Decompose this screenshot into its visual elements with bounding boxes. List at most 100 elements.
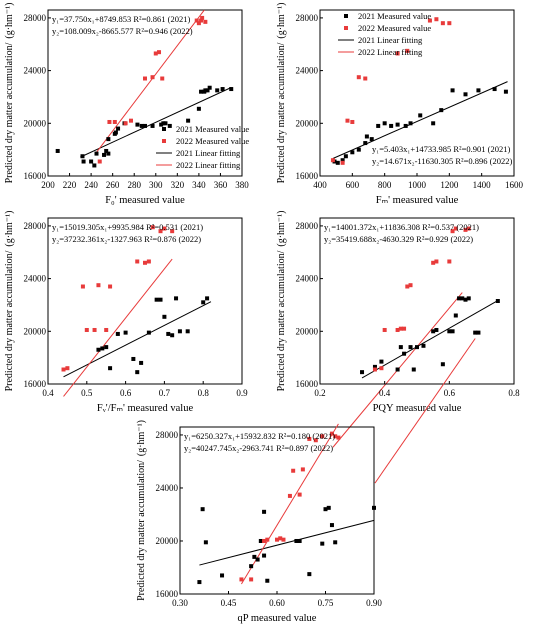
fit-equation: y₂=37232.361x₂-1327.963 R²=0.876 (2022) (52, 234, 201, 244)
y-axis-label-text: Predicted dry matter accumulation/ (276, 250, 287, 391)
data-point-2021 (108, 366, 113, 371)
y-tick-label: 24000 (24, 66, 47, 76)
data-point-2021 (294, 538, 299, 543)
data-point-2022 (262, 538, 267, 543)
data-point-2022 (265, 537, 270, 542)
y-axis-unit: (g·hm⁻¹) (276, 211, 287, 247)
data-point-2021 (364, 134, 369, 139)
data-point-2021 (431, 121, 436, 126)
data-point-2021 (320, 541, 325, 546)
fit-line-2022 (96, 9, 205, 153)
y-tick-label: 20000 (156, 536, 179, 546)
x-tick-label: 240 (84, 180, 98, 190)
data-point-2022 (287, 493, 292, 498)
data-point-2022 (146, 259, 151, 264)
data-point-2022 (135, 259, 140, 264)
data-point-2021 (215, 88, 220, 93)
data-point-2021 (343, 154, 348, 159)
data-point-2021 (463, 92, 468, 97)
data-point-2022 (313, 438, 318, 443)
chart-panel: 0.2 0.4 0.6 0.8 16000 20000 24000 28000 PQY meas… (276, 211, 520, 484)
data-point-2021 (170, 333, 175, 338)
plot-frame (47, 9, 243, 177)
x-tick-label: 0.4 (379, 388, 391, 398)
data-point-2021 (94, 151, 99, 156)
y-axis-label: Predicted dry matter accumulation/ (g·hm⁻… (4, 3, 15, 184)
data-point-2022 (402, 326, 407, 331)
data-point-2021 (473, 330, 478, 335)
y-axis-label: Predicted dry matter accumulation/ (g·hm⁻… (276, 211, 287, 392)
data-point-2021 (340, 158, 345, 163)
data-point-2021 (360, 370, 365, 375)
y-axis-label-text: Predicted dry matter accumulation/ (4, 250, 15, 391)
y-axis-label: Predicted dry matter accumulation/ (g·hm⁻… (276, 3, 287, 184)
y-tick-label: 16000 (296, 171, 319, 181)
data-point-2022 (300, 467, 305, 472)
data-point-2021 (350, 150, 355, 155)
data-point-2022 (379, 366, 384, 371)
data-point-2021 (220, 573, 225, 578)
x-tick-label: 260 (106, 180, 120, 190)
data-point-2022 (61, 367, 66, 372)
data-point-2021 (205, 88, 210, 93)
data-point-2022 (329, 431, 334, 436)
y-axis-unit: (g·hm⁻¹) (4, 211, 15, 247)
data-point-2021 (89, 159, 94, 164)
data-point-2022 (160, 76, 165, 81)
data-point-2021 (492, 87, 497, 92)
data-point-2021 (80, 154, 85, 159)
data-point-2021 (466, 296, 471, 301)
plot-frame (47, 217, 243, 385)
data-point-2021 (199, 89, 204, 94)
y-axis-unit: (g·hm⁻¹) (4, 3, 15, 39)
y-axis-label: Predicted dry matter accumulation/ (g·hm⁻… (4, 211, 15, 392)
y-tick-label: 28000 (296, 221, 319, 231)
x-tick-label: 360 (214, 180, 228, 190)
data-point-2022 (408, 283, 413, 288)
data-point-2022 (453, 226, 458, 231)
data-point-2022 (194, 18, 199, 23)
data-point-2022 (170, 229, 175, 234)
data-point-2022 (395, 327, 400, 332)
data-point-2022 (307, 436, 312, 441)
data-point-2022 (80, 284, 85, 289)
data-point-2022 (320, 434, 325, 439)
data-point-2021 (96, 347, 101, 352)
x-tick-label: 1200 (440, 180, 459, 190)
data-point-2022 (108, 284, 113, 289)
data-point-2021 (476, 330, 481, 335)
data-point-2022 (162, 226, 167, 231)
data-point-2021 (463, 297, 468, 302)
fit-line-2022 (241, 423, 339, 585)
data-point-2022 (153, 51, 158, 56)
data-point-2021 (106, 137, 111, 142)
x-axis-label: Fₘ' measured value (376, 195, 459, 206)
x-tick-label: 1400 (473, 180, 492, 190)
data-point-2021 (503, 89, 508, 94)
data-point-2021 (200, 507, 205, 512)
data-point-2021 (229, 87, 234, 92)
y-tick-label: 24000 (156, 483, 179, 493)
data-point-2021 (408, 121, 413, 126)
data-point-2022 (157, 50, 162, 55)
data-point-2021 (220, 87, 225, 92)
data-point-2022 (434, 17, 439, 22)
data-point-2022 (434, 259, 439, 264)
data-point-2021 (307, 572, 312, 577)
y-tick-label: 28000 (156, 430, 179, 440)
x-tick-label: 0.60 (269, 598, 285, 608)
data-point-2021 (495, 299, 500, 303)
x-tick-label: 0.8 (198, 388, 210, 398)
legend-item: 2022 Measured value (176, 136, 249, 146)
y-axis-unit: (g·hm⁻¹) (136, 420, 147, 456)
data-point-2021 (258, 538, 263, 543)
data-point-2022 (340, 160, 345, 165)
data-point-2022 (447, 259, 452, 264)
data-point-2021 (104, 345, 109, 350)
x-tick-label: 340 (192, 180, 206, 190)
data-point-2021 (143, 123, 147, 128)
fit-line-2021 (80, 87, 232, 158)
data-point-2022 (150, 225, 155, 230)
chart-panel: 400 600 800 1000 1200 1400 1600 16000 20000 24000… (276, 3, 524, 448)
